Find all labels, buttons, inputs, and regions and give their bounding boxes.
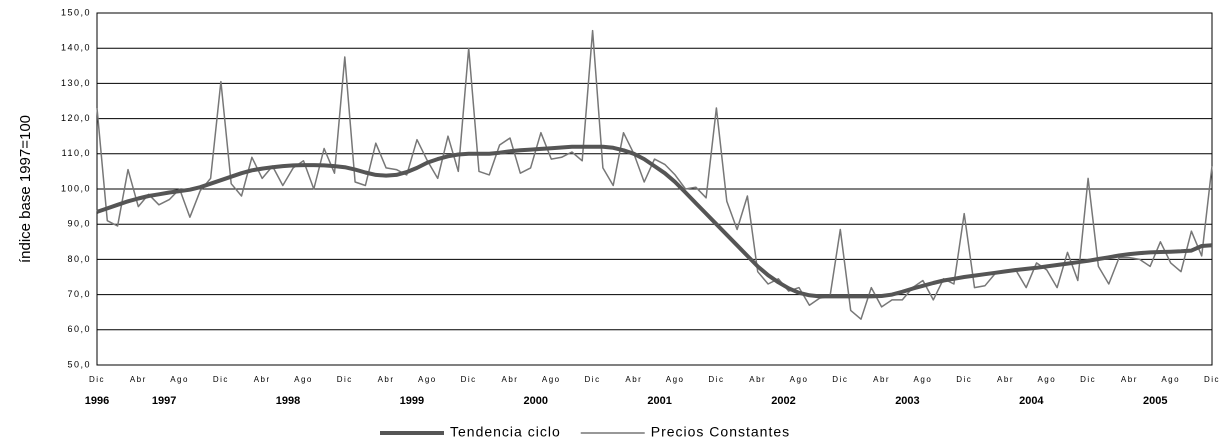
y-tick-label: 150,0 [61, 7, 91, 17]
x-tick-label: Abr [378, 375, 395, 384]
year-label: 1999 [400, 395, 424, 407]
x-tick-label: Dic [89, 375, 105, 384]
y-tick-label: 140,0 [61, 43, 91, 53]
x-tick-label: Dic [1080, 375, 1096, 384]
legend-label: Precios Constantes [651, 424, 790, 440]
x-tick-label: Abr [501, 375, 518, 384]
y-tick-label: 130,0 [61, 78, 91, 88]
y-tick-label: 100,0 [61, 183, 91, 193]
year-label: 2003 [895, 395, 919, 407]
plot-frame [96, 12, 1213, 366]
x-tick-label: Abr [1121, 375, 1138, 384]
year-label: 2000 [524, 395, 548, 407]
x-tick-label: Abr [749, 375, 766, 384]
x-tick-label: Abr [625, 375, 642, 384]
x-tick-label: Abr [254, 375, 271, 384]
y-tick-label: 90,0 [67, 219, 91, 229]
year-label: 1996 [85, 395, 109, 407]
y-tick-label: 120,0 [61, 113, 91, 123]
series-line [96, 144, 1213, 299]
x-tick-label: Dic [1204, 375, 1220, 384]
y-tick-label: 60,0 [67, 324, 91, 334]
x-tick-label: Dic [461, 375, 477, 384]
x-tick-label: Ago [294, 375, 313, 384]
y-tick-label: 70,0 [67, 289, 91, 299]
x-tick-label: Ago [666, 375, 685, 384]
x-tick-label: Ago [542, 375, 561, 384]
x-tick-label: Ago [1161, 375, 1180, 384]
x-tick-label: Ago [170, 375, 189, 384]
legend-label: Tendencia ciclo [450, 424, 561, 440]
year-label: 1997 [152, 395, 176, 407]
x-tick-label: Dic [832, 375, 848, 384]
year-label: 2001 [647, 395, 671, 407]
y-tick-label: 110,0 [62, 148, 91, 158]
x-tick-label: Dic [956, 375, 972, 384]
x-tick-label: Ago [418, 375, 437, 384]
x-tick-label: Dic [708, 375, 724, 384]
x-tick-label: Ago [914, 375, 933, 384]
y-tick-label: 50,0 [67, 359, 91, 369]
x-tick-label: Dic [337, 375, 353, 384]
year-label: 2004 [1019, 395, 1044, 407]
x-tick-label: Dic [213, 375, 229, 384]
year-label: 2005 [1143, 395, 1167, 407]
y-tick-label: 80,0 [67, 254, 91, 264]
x-tick-label: Abr [997, 375, 1014, 384]
y-axis-label: índice base 1997=100 [17, 115, 34, 263]
x-tick-label: Abr [873, 375, 890, 384]
x-tick-label: Abr [130, 375, 147, 384]
x-tick-label: Ago [1037, 375, 1056, 384]
year-label: 2002 [771, 395, 795, 407]
year-label: 1998 [276, 395, 300, 407]
x-tick-label: Ago [790, 375, 809, 384]
series-line [96, 29, 1213, 320]
x-tick-label: Dic [585, 375, 601, 384]
